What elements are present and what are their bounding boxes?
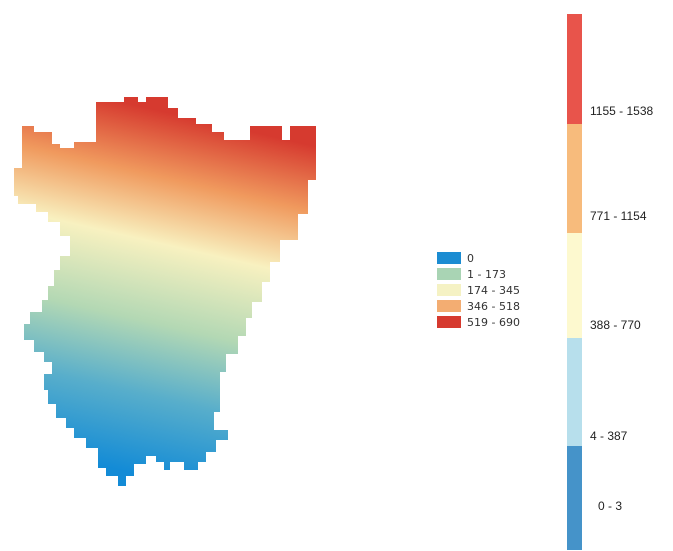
legend-label: 346 - 518	[467, 299, 520, 313]
legend-item: 0	[437, 250, 547, 266]
legend-label: 1 - 173	[467, 267, 506, 281]
scale-segment	[567, 14, 582, 124]
legend-swatch	[437, 300, 461, 312]
scale-segment	[567, 124, 582, 233]
legend-label: 174 - 345	[467, 283, 520, 297]
legend-item: 346 - 518	[437, 298, 547, 314]
legend-item: 519 - 690	[437, 314, 547, 330]
color-scale-bar	[567, 14, 582, 550]
scale-segment	[567, 233, 582, 338]
legend-swatch	[437, 284, 461, 296]
scale-label: 771 - 1154	[590, 209, 647, 223]
scale-label: 1155 - 1538	[590, 104, 654, 118]
legend-item: 1 - 173	[437, 266, 547, 282]
scale-label: 0 - 3	[598, 499, 623, 513]
scale-label: 4 - 387	[590, 429, 628, 443]
legend-label: 0	[467, 251, 474, 265]
region-map	[14, 97, 316, 486]
legend-swatch	[437, 268, 461, 280]
legend-item: 174 - 345	[437, 282, 547, 298]
scale-segment	[567, 338, 582, 446]
scale-label: 388 - 770	[590, 318, 641, 332]
legend-label: 519 - 690	[467, 315, 520, 329]
scale-segment	[567, 446, 582, 550]
legend-swatch	[437, 316, 461, 328]
region-shape	[14, 97, 316, 486]
value-legend: 0 1 - 173 174 - 345 346 - 518 519 - 690	[437, 250, 547, 330]
legend-swatch	[437, 252, 461, 264]
